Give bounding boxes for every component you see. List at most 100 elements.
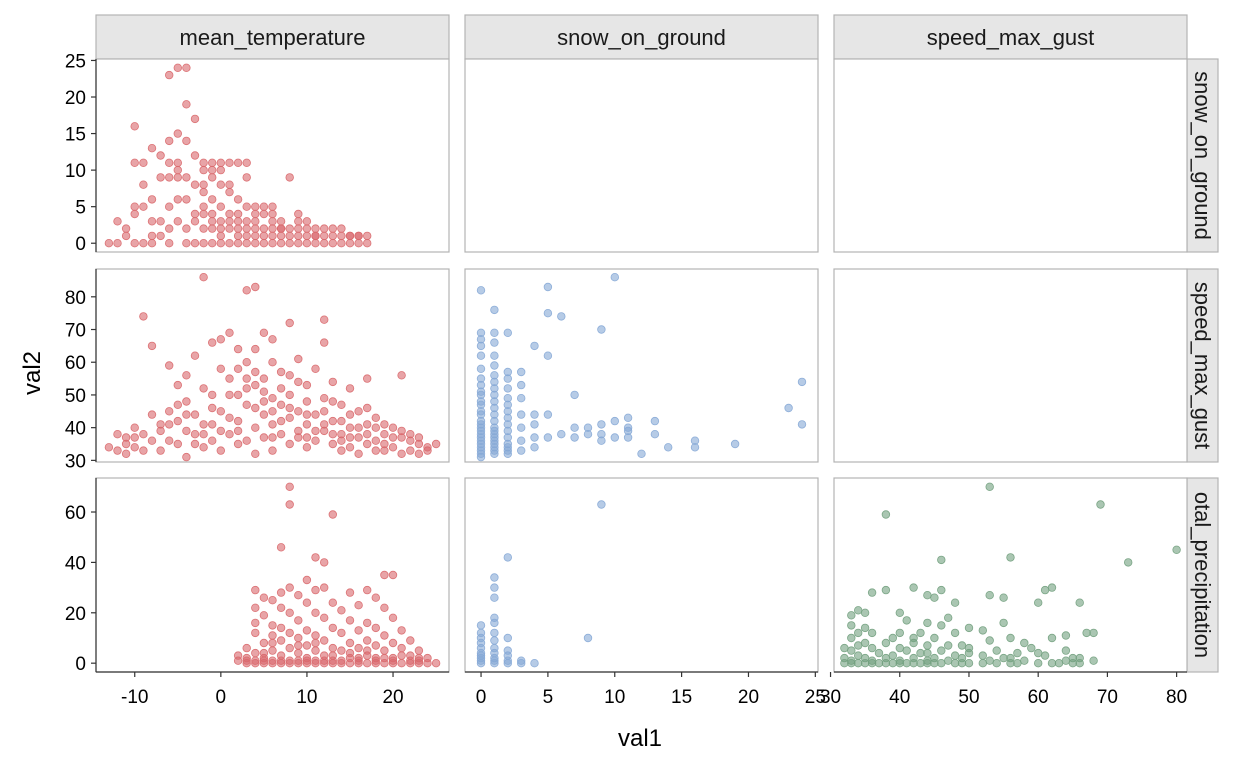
data-point — [476, 452, 486, 462]
data-point — [328, 224, 337, 233]
data-point — [354, 653, 363, 663]
data-point — [937, 585, 946, 595]
data-point — [784, 403, 793, 413]
data-point — [251, 618, 260, 628]
data-point — [406, 636, 415, 645]
data-point — [881, 638, 891, 648]
data-point — [311, 224, 320, 233]
data-point — [854, 606, 863, 615]
data-point — [311, 364, 320, 373]
data-point — [345, 231, 355, 241]
data-point — [182, 173, 191, 182]
data-point — [207, 390, 217, 400]
data-point — [225, 328, 234, 337]
data-point — [543, 309, 553, 318]
data-point — [173, 173, 182, 182]
data-point — [251, 224, 260, 233]
data-point — [328, 651, 337, 660]
data-point — [517, 367, 526, 377]
data-point — [156, 173, 165, 182]
data-point — [285, 403, 294, 413]
data-point — [345, 384, 355, 393]
data-point — [978, 651, 987, 660]
data-point — [242, 238, 251, 248]
data-point — [354, 407, 363, 416]
data-point — [311, 436, 320, 445]
data-point — [173, 416, 182, 426]
data-point — [543, 351, 553, 360]
data-point — [233, 195, 243, 204]
data-point — [847, 633, 856, 643]
data-point — [944, 641, 953, 650]
panel-frame — [833, 268, 1188, 463]
data-point — [1006, 633, 1015, 643]
data-point — [173, 63, 182, 72]
data-point — [173, 195, 182, 204]
x-tick-label: 20 — [738, 687, 759, 708]
data-point — [225, 209, 234, 219]
data-point — [147, 143, 157, 153]
data-point — [121, 449, 131, 458]
data-point — [225, 374, 234, 383]
data-point — [113, 238, 122, 248]
data-point — [242, 400, 251, 409]
data-point — [139, 312, 148, 321]
data-point — [503, 553, 512, 562]
panel-frame — [833, 58, 1188, 253]
data-point — [985, 482, 994, 491]
data-point — [978, 626, 987, 635]
data-point — [173, 129, 182, 138]
data-point — [637, 449, 646, 458]
data-point — [363, 659, 372, 668]
data-point — [597, 420, 606, 429]
data-point — [216, 446, 225, 455]
data-point — [888, 659, 897, 668]
panel-speed_max_gust-snow_on_ground — [464, 268, 819, 463]
data-point — [139, 238, 148, 248]
data-point — [328, 510, 337, 519]
data-point — [190, 351, 200, 360]
data-point — [867, 628, 877, 638]
data-point — [164, 238, 174, 248]
data-point — [1033, 659, 1043, 668]
data-point — [233, 231, 243, 241]
data-point — [139, 446, 148, 455]
data-point — [583, 423, 593, 432]
data-point — [251, 231, 260, 241]
x-tick-label: 60 — [1028, 687, 1049, 708]
data-point — [199, 224, 208, 233]
data-point — [1061, 656, 1071, 665]
data-point — [268, 621, 277, 630]
data-point — [517, 394, 526, 403]
data-point — [173, 439, 182, 449]
points-snow_on_ground-vs-mean_temperature — [104, 63, 372, 248]
data-point — [490, 636, 499, 645]
data-point — [121, 231, 131, 241]
data-point — [916, 628, 925, 638]
data-point — [182, 452, 191, 462]
data-point — [860, 638, 870, 648]
data-point — [388, 423, 398, 432]
x-tick-label: 0 — [476, 687, 487, 708]
data-point — [242, 286, 251, 295]
data-point — [311, 426, 320, 436]
data-point — [216, 335, 225, 344]
data-point — [597, 436, 606, 445]
data-point — [363, 585, 372, 595]
x-tick-label: 10 — [296, 687, 317, 708]
data-point — [156, 420, 165, 429]
data-point — [164, 136, 174, 146]
data-point — [867, 659, 877, 668]
data-point — [380, 430, 389, 439]
data-point — [285, 500, 294, 509]
data-point — [268, 646, 277, 655]
data-point — [242, 358, 251, 367]
data-point — [320, 394, 329, 403]
data-point — [397, 449, 406, 458]
data-point — [354, 238, 363, 248]
data-point — [294, 377, 303, 387]
data-point — [380, 420, 389, 429]
data-point — [285, 643, 294, 653]
data-point — [259, 387, 269, 396]
data-point — [216, 407, 225, 416]
